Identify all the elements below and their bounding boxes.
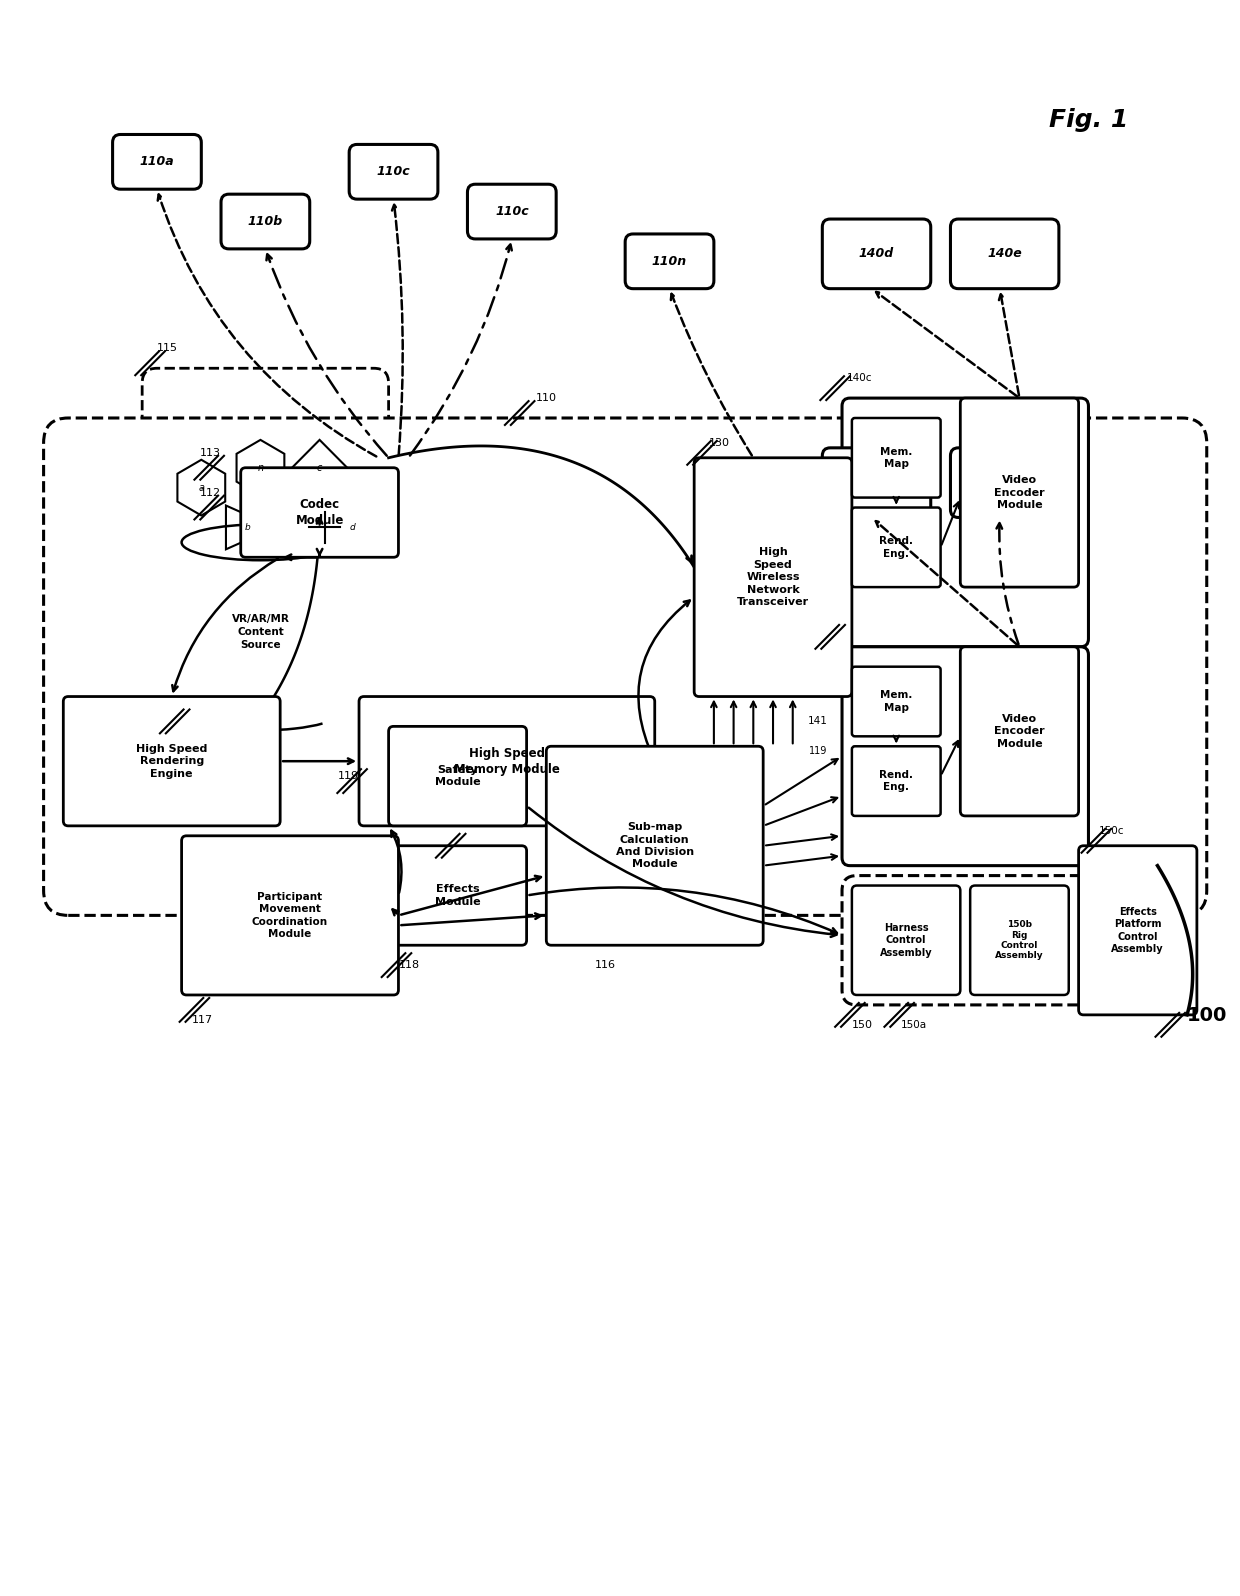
Text: 119: 119 xyxy=(339,771,360,780)
FancyBboxPatch shape xyxy=(1079,846,1197,1015)
FancyBboxPatch shape xyxy=(694,458,852,696)
FancyBboxPatch shape xyxy=(467,184,557,239)
FancyBboxPatch shape xyxy=(852,886,960,994)
FancyBboxPatch shape xyxy=(303,506,346,549)
FancyBboxPatch shape xyxy=(842,876,1177,1005)
FancyBboxPatch shape xyxy=(822,219,931,289)
Text: 141a: 141a xyxy=(849,686,874,696)
Text: Safety
Module: Safety Module xyxy=(435,764,480,787)
Text: 141e: 141e xyxy=(987,476,1022,488)
FancyBboxPatch shape xyxy=(822,448,931,517)
Text: Sub-map
Calculation
And Division
Module: Sub-map Calculation And Division Module xyxy=(616,822,694,870)
Text: 140a: 140a xyxy=(847,651,872,662)
FancyBboxPatch shape xyxy=(625,235,714,289)
Text: 110n: 110n xyxy=(652,255,687,268)
Text: 150b
Rig
Control
Assembly: 150b Rig Control Assembly xyxy=(996,921,1044,961)
FancyBboxPatch shape xyxy=(143,369,388,567)
FancyBboxPatch shape xyxy=(970,886,1069,994)
FancyBboxPatch shape xyxy=(950,448,1059,517)
Text: Codec
Module: Codec Module xyxy=(295,498,343,527)
FancyBboxPatch shape xyxy=(360,696,655,825)
FancyBboxPatch shape xyxy=(113,134,201,190)
FancyBboxPatch shape xyxy=(960,397,1079,587)
Text: 100: 100 xyxy=(1187,1005,1228,1025)
Text: 110: 110 xyxy=(536,393,557,404)
Text: High
Speed
Wireless
Network
Transceiver: High Speed Wireless Network Transceiver xyxy=(737,547,808,606)
Text: Mem.
Map: Mem. Map xyxy=(880,691,913,713)
Text: b: b xyxy=(244,523,250,531)
Text: 110b: 110b xyxy=(248,215,283,228)
Text: 140: 140 xyxy=(852,667,872,677)
Text: Fig. 1: Fig. 1 xyxy=(1049,107,1128,131)
FancyBboxPatch shape xyxy=(842,646,1089,865)
FancyBboxPatch shape xyxy=(852,747,941,816)
Text: 110a: 110a xyxy=(140,155,175,168)
FancyBboxPatch shape xyxy=(63,696,280,825)
Text: Mem.
Map: Mem. Map xyxy=(880,447,913,469)
FancyBboxPatch shape xyxy=(43,418,1207,916)
Text: Harness
Control
Assembly: Harness Control Assembly xyxy=(880,922,932,958)
Text: High Speed
Memory Module: High Speed Memory Module xyxy=(454,747,559,776)
Text: 150c: 150c xyxy=(1099,825,1123,836)
Text: c: c xyxy=(317,463,322,472)
Ellipse shape xyxy=(181,525,340,560)
Bar xyxy=(181,543,340,717)
Text: 116: 116 xyxy=(595,961,616,970)
FancyBboxPatch shape xyxy=(181,836,398,994)
FancyBboxPatch shape xyxy=(547,747,763,945)
Text: 140c: 140c xyxy=(847,373,873,383)
Text: Video
Encoder
Module: Video Encoder Module xyxy=(994,713,1045,749)
Text: Participant
Movement
Coordination
Module: Participant Movement Coordination Module xyxy=(252,892,329,938)
Text: 114: 114 xyxy=(456,846,477,855)
Text: 140d: 140d xyxy=(859,247,894,260)
Text: 113: 113 xyxy=(200,448,221,458)
FancyBboxPatch shape xyxy=(388,846,527,945)
Text: Rend.
Eng.: Rend. Eng. xyxy=(879,769,913,792)
Text: 141c: 141c xyxy=(811,622,837,632)
FancyBboxPatch shape xyxy=(950,219,1059,289)
FancyBboxPatch shape xyxy=(842,397,1089,646)
FancyBboxPatch shape xyxy=(960,646,1079,816)
Text: 112: 112 xyxy=(200,487,221,498)
FancyBboxPatch shape xyxy=(388,726,527,825)
Text: 130: 130 xyxy=(709,437,730,448)
Text: a: a xyxy=(198,482,205,493)
Text: Effects
Module: Effects Module xyxy=(435,884,480,907)
Text: Rend.
Eng.: Rend. Eng. xyxy=(879,536,913,559)
Text: 150: 150 xyxy=(852,1020,873,1029)
FancyBboxPatch shape xyxy=(350,144,438,200)
FancyBboxPatch shape xyxy=(221,195,310,249)
Text: Video
Encoder
Module: Video Encoder Module xyxy=(994,476,1045,511)
Text: 150a: 150a xyxy=(901,1020,928,1029)
Text: 110c: 110c xyxy=(377,166,410,179)
Text: n: n xyxy=(258,463,264,472)
Text: 141d: 141d xyxy=(859,476,894,488)
Text: 140b: 140b xyxy=(882,651,906,662)
Text: d: d xyxy=(350,523,355,531)
Text: VR/AR/MR
Content
Source: VR/AR/MR Content Source xyxy=(232,614,289,650)
FancyBboxPatch shape xyxy=(241,468,398,557)
FancyBboxPatch shape xyxy=(852,667,941,736)
FancyBboxPatch shape xyxy=(852,418,941,498)
Text: 141: 141 xyxy=(807,717,827,726)
FancyBboxPatch shape xyxy=(852,508,941,587)
Text: 105: 105 xyxy=(161,726,181,736)
Text: Effects
Platform
Control
Assembly: Effects Platform Control Assembly xyxy=(1111,907,1164,954)
Text: 119: 119 xyxy=(808,747,827,757)
Text: 118: 118 xyxy=(398,961,419,970)
Text: 110c: 110c xyxy=(495,204,528,219)
Text: 140e: 140e xyxy=(987,247,1022,260)
Text: 115: 115 xyxy=(157,343,179,353)
Text: High Speed
Rendering
Engine: High Speed Rendering Engine xyxy=(136,744,207,779)
Text: 141b: 141b xyxy=(802,686,827,696)
Text: 117: 117 xyxy=(191,1015,212,1025)
